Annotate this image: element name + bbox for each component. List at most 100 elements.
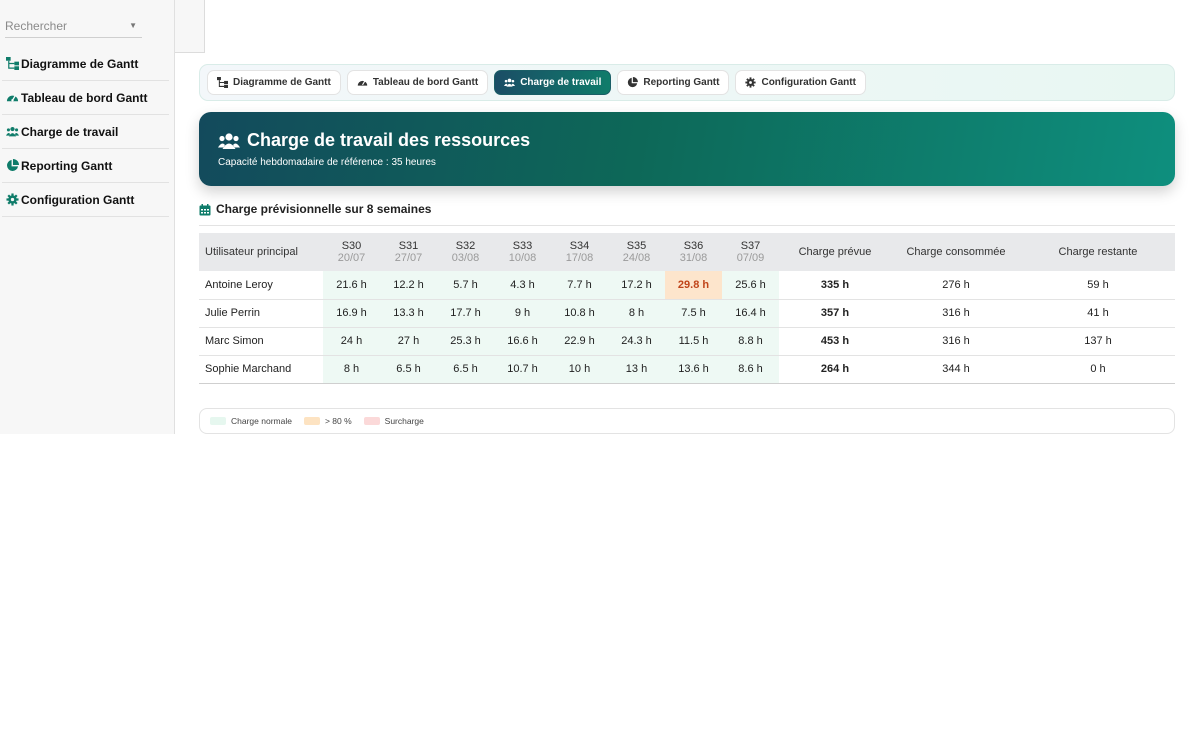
- sidebar-item-label: Configuration Gantt: [21, 192, 135, 207]
- cell-user: Sophie Marchand: [199, 355, 323, 384]
- cell-consumed: 316 h: [891, 327, 1021, 356]
- sidebar-item-label: Charge de travail: [21, 124, 119, 139]
- cell-week: 16.9 h: [323, 299, 380, 328]
- column-header-week: S36 31/08: [665, 233, 722, 271]
- sidebar-item-label: Tableau de bord Gantt: [21, 90, 148, 105]
- cell-planned: 335 h: [779, 271, 891, 300]
- tab-workload[interactable]: Charge de travail: [494, 70, 612, 95]
- cell-week: 27 h: [380, 327, 437, 356]
- column-header-remaining: Charge restante: [1021, 233, 1175, 271]
- column-header-week: S31 27/07: [380, 233, 437, 271]
- column-header-week: S37 07/09: [722, 233, 779, 271]
- legend-item-normal: Charge normale: [210, 416, 292, 426]
- column-header-week: S33 10/08: [494, 233, 551, 271]
- tab-dashboard[interactable]: Tableau de bord Gantt: [346, 70, 489, 95]
- cell-remaining: 0 h: [1021, 355, 1175, 384]
- column-header-week: S34 17/08: [551, 233, 608, 271]
- legend: Charge normale > 80 % Surcharge: [199, 408, 1175, 434]
- sidebar-toggle[interactable]: [175, 0, 205, 53]
- tab-label: Tableau de bord Gantt: [372, 77, 479, 88]
- page-subtitle: Capacité hebdomadaire de référence : 35 …: [218, 157, 436, 168]
- cell-planned: 453 h: [779, 327, 891, 356]
- sidebar-item-workload[interactable]: Charge de travail: [2, 115, 169, 149]
- table-header-row: Utilisateur principal S30 20/07 S31 27/07 …: [199, 233, 1175, 271]
- users-icon: [6, 126, 19, 137]
- cell-remaining: 137 h: [1021, 327, 1175, 356]
- cell-consumed: 316 h: [891, 299, 1021, 328]
- pie-chart-icon: [628, 77, 639, 88]
- legend-swatch: [303, 417, 320, 425]
- legend-label: Surcharge: [384, 416, 424, 426]
- cell-week: 24.3 h: [608, 327, 665, 356]
- section-title: Charge prévisionnelle sur 8 semaines: [216, 202, 432, 216]
- cell-planned: 264 h: [779, 355, 891, 384]
- caret-down-icon[interactable]: ▼: [129, 21, 137, 30]
- gauge-icon: [6, 95, 19, 102]
- users-icon: [218, 132, 240, 149]
- cell-remaining: 41 h: [1021, 299, 1175, 328]
- section-heading: Charge prévisionnelle sur 8 semaines: [199, 202, 1175, 226]
- cell-week: 4.3 h: [494, 271, 551, 300]
- tab-label: Configuration Gantt: [761, 77, 856, 88]
- column-header-consumed: Charge consommée: [891, 233, 1021, 271]
- cell-week: 8 h: [608, 299, 665, 328]
- search-select[interactable]: Rechercher ▼: [5, 14, 142, 38]
- gauge-icon: [357, 80, 368, 86]
- sitemap-icon: [6, 57, 19, 70]
- column-header-week: S30 20/07: [323, 233, 380, 271]
- users-icon: [504, 78, 516, 87]
- cell-week-warning: 29.8 h: [665, 271, 722, 300]
- legend-item-warning: > 80 %: [303, 416, 352, 426]
- cell-week: 17.7 h: [437, 299, 494, 328]
- calendar-icon: [199, 204, 211, 216]
- column-header-week: S35 24/08: [608, 233, 665, 271]
- cell-week: 7.5 h: [665, 299, 722, 328]
- cell-planned: 357 h: [779, 299, 891, 328]
- cell-week: 17.2 h: [608, 271, 665, 300]
- column-header-user: Utilisateur principal: [199, 233, 323, 271]
- sidebar-item-reporting[interactable]: Reporting Gantt: [2, 149, 169, 183]
- workload-table-wrapper: Utilisateur principal S30 20/07 S31 27/07 …: [199, 233, 1175, 384]
- sitemap-icon: [217, 77, 228, 88]
- tab-bar: Diagramme de Gantt Tableau de bord Gantt…: [199, 64, 1175, 101]
- cell-remaining: 59 h: [1021, 271, 1175, 300]
- workload-table: Utilisateur principal S30 20/07 S31 27/07 …: [199, 233, 1175, 384]
- cell-week: 5.7 h: [437, 271, 494, 300]
- cell-week: 24 h: [323, 327, 380, 356]
- sidebar: Rechercher ▼ Diagramme de Gantt Tableau …: [0, 0, 175, 434]
- column-header-planned: Charge prévue: [779, 233, 891, 271]
- cell-user: Marc Simon: [199, 327, 323, 356]
- cell-user: Antoine Leroy: [199, 271, 323, 300]
- tab-gantt[interactable]: Diagramme de Gantt: [207, 70, 341, 95]
- gear-icon: [6, 193, 19, 206]
- cell-consumed: 344 h: [891, 355, 1021, 384]
- cell-week: 8.8 h: [722, 327, 779, 356]
- cell-week: 10 h: [551, 355, 608, 384]
- sidebar-item-label: Diagramme de Gantt: [21, 56, 139, 71]
- cell-week: 13.3 h: [380, 299, 437, 328]
- sidebar-item-label: Reporting Gantt: [21, 158, 113, 173]
- page-banner: Charge de travail des ressources Capacit…: [199, 112, 1175, 186]
- pie-chart-icon: [7, 159, 19, 171]
- table-row: Antoine Leroy 21.6 h 12.2 h 5.7 h 4.3 h …: [199, 271, 1175, 300]
- cell-week: 8.6 h: [722, 355, 779, 384]
- legend-item-overload: Surcharge: [363, 416, 424, 426]
- tab-label: Charge de travail: [520, 77, 602, 88]
- cell-user: Julie Perrin: [199, 299, 323, 328]
- tab-configuration[interactable]: Configuration Gantt: [735, 70, 866, 95]
- cell-week: 6.5 h: [380, 355, 437, 384]
- legend-swatch: [363, 417, 380, 425]
- tab-reporting[interactable]: Reporting Gantt: [617, 70, 730, 95]
- page-title: Charge de travail des ressources: [218, 130, 530, 151]
- table-row: Sophie Marchand 8 h 6.5 h 6.5 h 10.7 h 1…: [199, 355, 1175, 384]
- cell-week: 16.4 h: [722, 299, 779, 328]
- sidebar-item-configuration[interactable]: Configuration Gantt: [2, 183, 169, 217]
- tab-label: Diagramme de Gantt: [233, 77, 331, 88]
- sidebar-item-gantt[interactable]: Diagramme de Gantt: [2, 47, 169, 81]
- cell-week: 13 h: [608, 355, 665, 384]
- sidebar-item-dashboard[interactable]: Tableau de bord Gantt: [2, 81, 169, 115]
- cell-week: 25.6 h: [722, 271, 779, 300]
- tab-label: Reporting Gantt: [643, 77, 720, 88]
- cell-consumed: 276 h: [891, 271, 1021, 300]
- cell-week: 7.7 h: [551, 271, 608, 300]
